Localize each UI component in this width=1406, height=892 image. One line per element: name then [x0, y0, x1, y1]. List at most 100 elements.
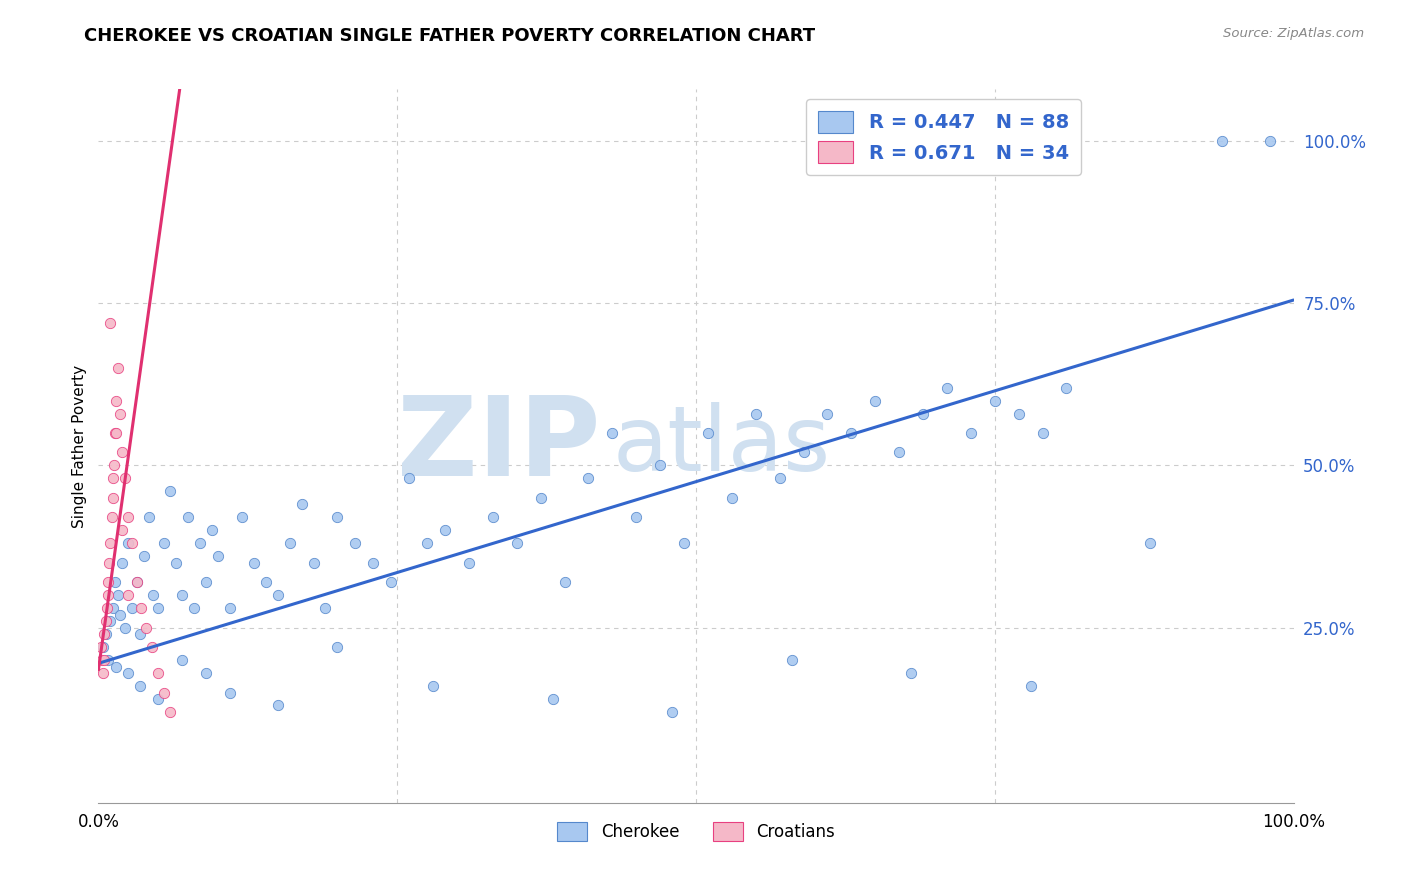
- Point: [98, 614, 122, 628]
- Point: [344, 536, 367, 550]
- Point: [231, 510, 253, 524]
- Point: [125, 575, 148, 590]
- Point: [121, 601, 143, 615]
- Point: [111, 445, 134, 459]
- Point: [243, 556, 266, 570]
- Point: [148, 666, 170, 681]
- Point: [117, 588, 139, 602]
- Point: [541, 692, 564, 706]
- Point: [98, 556, 121, 570]
- Point: [1008, 407, 1031, 421]
- Point: [107, 361, 129, 376]
- Point: [104, 425, 127, 440]
- Y-axis label: Single Father Poverty: Single Father Poverty: [72, 365, 87, 527]
- Point: [111, 524, 134, 538]
- Point: [1019, 679, 1042, 693]
- Point: [434, 524, 457, 538]
- Point: [936, 381, 959, 395]
- Point: [648, 458, 672, 473]
- Text: atlas: atlas: [613, 402, 831, 490]
- Point: [745, 407, 768, 421]
- Point: [97, 653, 120, 667]
- Point: [768, 471, 790, 485]
- Point: [416, 536, 439, 550]
- Point: [697, 425, 720, 440]
- Point: [865, 393, 887, 408]
- Point: [267, 588, 290, 602]
- Point: [578, 471, 600, 485]
- Text: Source: ZipAtlas.com: Source: ZipAtlas.com: [1223, 27, 1364, 40]
- Point: [148, 692, 170, 706]
- Point: [398, 471, 420, 485]
- Point: [793, 445, 815, 459]
- Point: [188, 536, 211, 550]
- Point: [177, 510, 200, 524]
- Point: [219, 685, 242, 699]
- Point: [172, 653, 194, 667]
- Point: [142, 588, 165, 602]
- Point: [96, 601, 118, 615]
- Point: [911, 407, 934, 421]
- Point: [108, 607, 131, 622]
- Point: [117, 536, 139, 550]
- Point: [201, 524, 224, 538]
- Point: [105, 425, 128, 440]
- Point: [98, 536, 122, 550]
- Point: [159, 484, 181, 499]
- Point: [138, 510, 160, 524]
- Point: [100, 510, 122, 524]
- Point: [960, 425, 983, 440]
- Point: [626, 510, 648, 524]
- Point: [125, 575, 148, 590]
- Point: [91, 666, 114, 681]
- Point: [94, 627, 117, 641]
- Point: [117, 666, 139, 681]
- Point: [422, 679, 444, 693]
- Point: [207, 549, 229, 564]
- Point: [91, 653, 114, 667]
- Point: [183, 601, 205, 615]
- Point: [315, 601, 337, 615]
- Point: [129, 679, 152, 693]
- Point: [1258, 134, 1281, 148]
- Point: [153, 685, 176, 699]
- Text: CHEROKEE VS CROATIAN SINGLE FATHER POVERTY CORRELATION CHART: CHEROKEE VS CROATIAN SINGLE FATHER POVER…: [84, 27, 815, 45]
- Point: [165, 556, 187, 570]
- Point: [135, 621, 157, 635]
- Point: [114, 471, 136, 485]
- Point: [172, 588, 194, 602]
- Point: [97, 575, 120, 590]
- Point: [105, 659, 128, 673]
- Point: [984, 393, 1007, 408]
- Point: [458, 556, 481, 570]
- Point: [1139, 536, 1161, 550]
- Point: [291, 497, 314, 511]
- Point: [254, 575, 277, 590]
- Point: [121, 536, 143, 550]
- Point: [107, 588, 129, 602]
- Text: ZIP: ZIP: [396, 392, 600, 500]
- Point: [380, 575, 402, 590]
- Point: [131, 601, 153, 615]
- Point: [195, 575, 218, 590]
- Point: [302, 556, 325, 570]
- Point: [103, 458, 125, 473]
- Point: [326, 640, 349, 654]
- Point: [141, 640, 163, 654]
- Legend: Cherokee, Croatians: Cherokee, Croatians: [551, 815, 841, 848]
- Point: [117, 510, 139, 524]
- Point: [108, 407, 131, 421]
- Point: [506, 536, 529, 550]
- Point: [104, 575, 127, 590]
- Point: [267, 698, 290, 713]
- Point: [363, 556, 385, 570]
- Point: [93, 627, 115, 641]
- Point: [101, 491, 124, 505]
- Point: [900, 666, 922, 681]
- Point: [219, 601, 242, 615]
- Point: [97, 588, 120, 602]
- Point: [1056, 381, 1078, 395]
- Point: [159, 705, 181, 719]
- Point: [93, 653, 115, 667]
- Point: [91, 640, 114, 654]
